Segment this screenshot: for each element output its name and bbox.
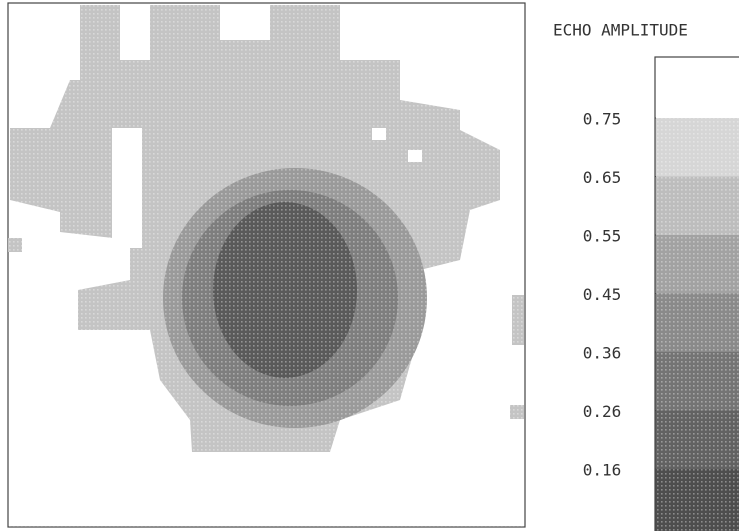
- colorbar-tick-label: 0.45: [583, 285, 622, 304]
- colorbar-tick-label: 0.26: [583, 402, 622, 421]
- halftone: [8, 3, 525, 527]
- colorbar-tick-label: 0.75: [583, 110, 622, 129]
- colorbar-pattern: [655, 118, 739, 531]
- echo-map: [7, 2, 526, 528]
- colorbar-title: ECHO AMPLITUDE: [553, 21, 688, 40]
- colorbar-tick-label: 0.65: [583, 168, 622, 187]
- colorbar-tick-label: 0.16: [583, 461, 622, 480]
- colorbar-tick-label: 0.55: [583, 227, 622, 246]
- colorbar-band: [655, 57, 739, 118]
- colorbar: 0.75 0.65 0.55 0.45 0.36 0.26 0.16: [583, 56, 739, 531]
- colorbar-tick-label: 0.36: [583, 344, 622, 363]
- colorbar-frame: [654, 56, 739, 531]
